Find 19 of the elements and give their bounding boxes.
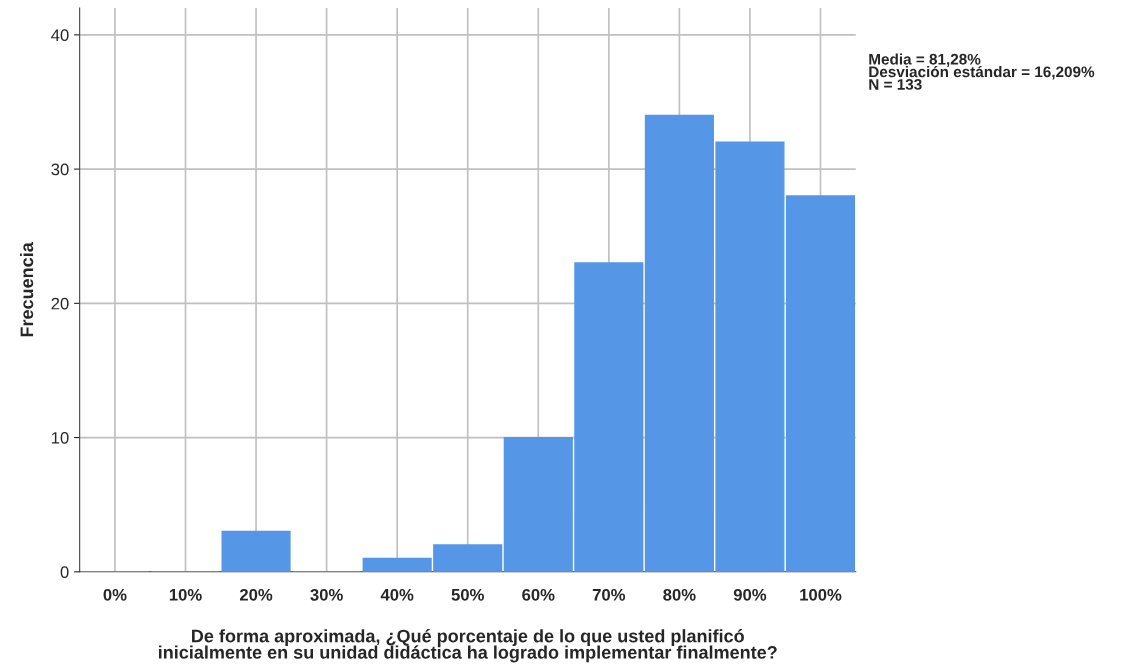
x-tick-label: 70%: [592, 588, 626, 601]
x-tick-label: 90%: [733, 588, 767, 601]
x-tick-label: 50%: [451, 588, 484, 601]
x-tick-label: 10%: [169, 588, 202, 601]
x-tick-label: 80%: [663, 588, 696, 601]
y-tick-label: 20: [51, 297, 69, 310]
x-tick-label: 100%: [800, 588, 842, 601]
x-axis-title: De forma aproximada, ¿Qué porcentaje de lo que usted planificó inicialmente en su unidad didáctica ha logrado implementar finalmente?: [158, 629, 777, 663]
y-tick-label: 30: [51, 163, 69, 176]
y-tick-label: 40: [51, 29, 69, 42]
x-tick-label: 30%: [310, 588, 343, 601]
x-tick-label: 40%: [380, 588, 414, 601]
x-tick-label: 60%: [522, 588, 555, 601]
text: Media = 81,28% Desviación estándar = 16,209% N = 133: [869, 53, 1095, 90]
y-tick-label: 10: [51, 431, 69, 444]
y-axis-title: Frecuencia: [19, 242, 34, 337]
y-tick-label: 0: [60, 566, 69, 579]
x-tick-label: 0%: [103, 588, 127, 601]
x-tick-label: 20%: [239, 588, 273, 601]
